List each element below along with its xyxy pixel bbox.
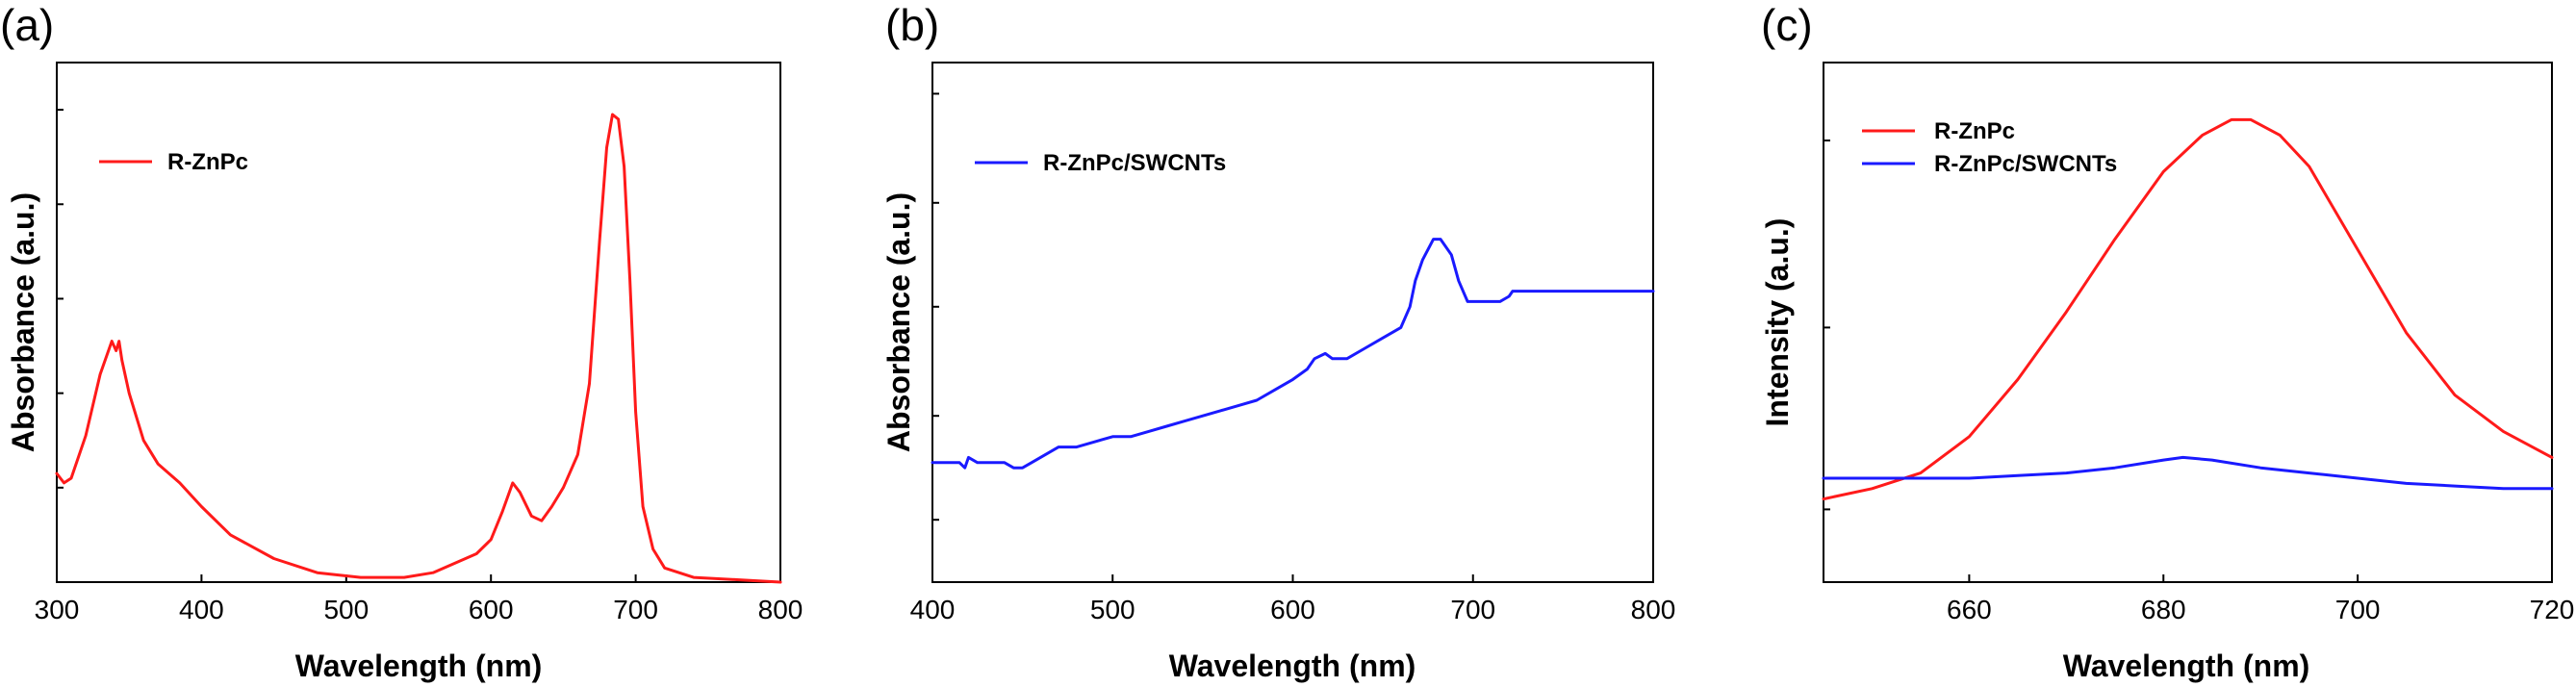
- panel-label-a: (a): [0, 0, 54, 50]
- panel-c: (c) 660 680 700 720 R-ZnPc R-ZnPc/SWCNTs Wa…: [1760, 0, 2574, 683]
- y-ticks-c: [1824, 140, 1830, 511]
- x-tick-label-a-4: 700: [613, 595, 658, 624]
- x-axis-title-c: Wavelength (nm): [2063, 649, 2310, 683]
- x-ticks-b: 400 500 600 700 800: [910, 574, 1676, 624]
- x-tick-label-a-5: 800: [758, 595, 803, 624]
- x-tick-label-c-3: 720: [2530, 595, 2575, 624]
- series-group-b: [931, 238, 1655, 470]
- plot-frame-c: [1823, 62, 2553, 583]
- x-tick-label-c-2: 700: [2335, 595, 2381, 624]
- y-ticks-b: [932, 92, 939, 522]
- series-line-c-0: [1822, 117, 2554, 501]
- series-group-c: [1822, 117, 2554, 501]
- series-group-a: [55, 113, 782, 584]
- legend-label-a-0: R-ZnPc: [167, 149, 248, 175]
- x-tick-label-a-2: 500: [323, 595, 369, 624]
- x-tick-label-a-1: 400: [179, 595, 224, 624]
- panel-a: (a) 300 400 500 600 700 800 R-ZnPc Wavelength…: [0, 0, 803, 683]
- legend-c: R-ZnPc R-ZnPc/SWCNTs: [1862, 118, 2117, 177]
- x-tick-label-b-4: 800: [1631, 595, 1676, 624]
- x-tick-label-a-3: 600: [469, 595, 514, 624]
- panel-label-c: (c): [1761, 0, 1813, 50]
- legend-label-c-1: R-ZnPc/SWCNTs: [1934, 151, 2117, 177]
- legend-a: R-ZnPc: [99, 149, 248, 175]
- legend-label-b-0: R-ZnPc/SWCNTs: [1043, 150, 1226, 176]
- plot-frame-b: [931, 62, 1654, 583]
- x-tick-label-b-1: 500: [1090, 595, 1135, 624]
- x-tick-label-b-3: 700: [1450, 595, 1495, 624]
- x-tick-label-a-0: 300: [35, 595, 80, 624]
- legend-label-c-0: R-ZnPc: [1934, 118, 2015, 144]
- y-axis-title-b: Absorbance (a.u.): [881, 192, 916, 452]
- x-axis-title-a: Wavelength (nm): [295, 649, 543, 683]
- x-tick-label-c-0: 660: [1947, 595, 1992, 624]
- y-axis-title-a: Absorbance (a.u.): [6, 192, 40, 452]
- y-axis-title-c: Intensity (a.u.): [1760, 218, 1795, 427]
- x-tick-label-b-2: 600: [1270, 595, 1315, 624]
- panel-b: (b) 400 500 600 700 800 R-ZnPc/SWCNTs Wavele…: [881, 0, 1675, 683]
- legend-b: R-ZnPc/SWCNTs: [975, 150, 1226, 176]
- x-ticks-a: 300 400 500 600 700 800: [35, 574, 803, 624]
- x-tick-label-b-0: 400: [910, 595, 956, 624]
- series-line-c-1: [1822, 455, 2554, 491]
- y-ticks-a: [57, 109, 64, 489]
- x-tick-label-c-1: 680: [2141, 595, 2186, 624]
- x-axis-title-b: Wavelength (nm): [1169, 649, 1416, 683]
- series-line-b-0: [931, 238, 1655, 470]
- series-line-a-0: [55, 113, 782, 584]
- plot-frame-a: [56, 62, 781, 583]
- panel-label-b: (b): [885, 0, 939, 50]
- x-ticks-c: 660 680 700 720: [1947, 574, 2574, 624]
